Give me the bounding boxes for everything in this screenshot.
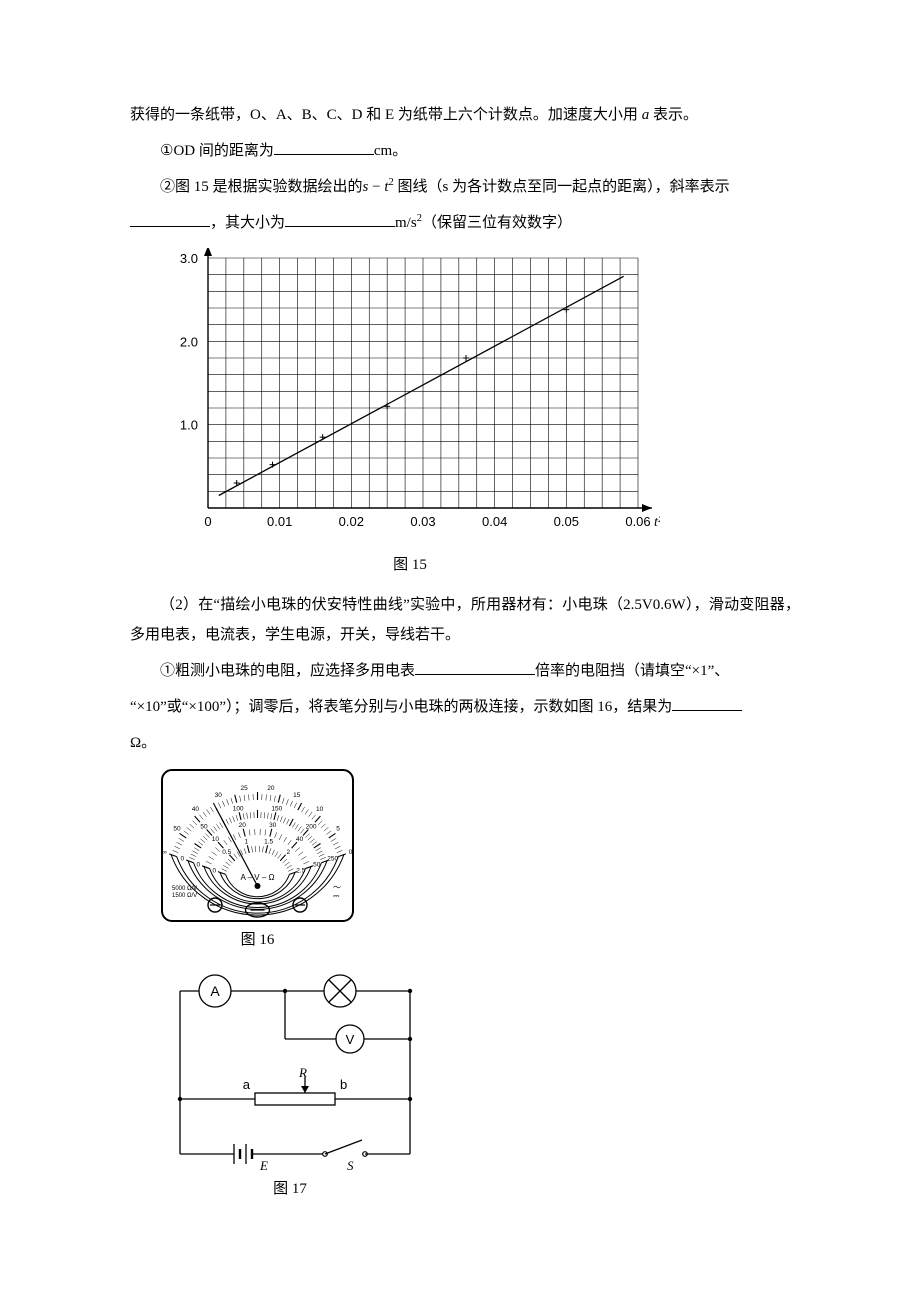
- text: 倍率的电阻挡（请填空“×1”、: [535, 663, 729, 679]
- text: 获得的一条纸带，O、A、B、C、D 和 E 为纸带上六个计数点。加速度大小用: [130, 107, 642, 123]
- svg-text:⎓: ⎓: [333, 891, 340, 900]
- svg-text:0.5: 0.5: [222, 849, 231, 856]
- unit-ms2: m/s: [395, 215, 417, 231]
- svg-text:0.05: 0.05: [554, 514, 579, 529]
- svg-text:150: 150: [271, 805, 282, 812]
- fig15-caption: 图 15: [160, 550, 660, 580]
- omega: Ω。: [130, 735, 156, 751]
- svg-text:2: 2: [286, 849, 290, 856]
- para-q2b: ，其大小为m/s2（保留三位有效数字）: [130, 208, 800, 238]
- text: 图线（s 为各计数点至同一起点的距离），斜率表示: [394, 179, 730, 195]
- svg-text:1: 1: [245, 838, 249, 845]
- para-intro: 获得的一条纸带，O、A、B、C、D 和 E 为纸带上六个计数点。加速度大小用 a…: [130, 100, 800, 130]
- svg-text:a: a: [243, 1077, 251, 1092]
- svg-text:0.04: 0.04: [482, 514, 507, 529]
- text: ，其大小为: [210, 215, 285, 231]
- svg-text:25: 25: [240, 785, 248, 792]
- svg-text:2.5: 2.5: [296, 867, 305, 874]
- text: “×10”或“×100”）；调零后，将表笔分别与小电珠的两极连接，示数如图 16…: [130, 699, 672, 715]
- svg-text:0: 0: [212, 867, 216, 874]
- svg-text:40: 40: [192, 806, 200, 813]
- svg-text:30: 30: [269, 822, 277, 829]
- svg-text:5: 5: [336, 825, 340, 832]
- svg-text:A – V – Ω: A – V – Ω: [241, 873, 275, 882]
- svg-text:0.06: 0.06: [625, 514, 650, 529]
- svg-text:50: 50: [173, 825, 181, 832]
- svg-text:0: 0: [196, 861, 200, 868]
- svg-text:0: 0: [204, 514, 211, 529]
- svg-text:30: 30: [215, 792, 223, 799]
- svg-text:0.03: 0.03: [410, 514, 435, 529]
- svg-text:3.0: 3.0: [180, 251, 198, 266]
- svg-text:100: 100: [233, 805, 244, 812]
- svg-text:20: 20: [239, 822, 247, 829]
- circuit-svg: A V Ra b E S: [160, 969, 430, 1174]
- text: ②图 15 是根据实验数据绘出的: [160, 179, 363, 195]
- svg-text:∞: ∞: [162, 849, 167, 856]
- svg-text:10: 10: [316, 806, 324, 813]
- para-q1: ①OD 间的距离为 cm。: [130, 136, 800, 166]
- svg-text:t²/s²: t²/s²: [654, 515, 660, 530]
- figure-15: 00.010.020.030.040.050.061.02.03.0s/cmt²…: [160, 248, 800, 580]
- svg-text:b: b: [340, 1077, 347, 1092]
- unit-cm: cm。: [374, 143, 407, 159]
- svg-text:15: 15: [293, 792, 301, 799]
- blank-od: [274, 138, 374, 156]
- dash: −: [368, 179, 384, 195]
- svg-text:10: 10: [212, 836, 220, 843]
- para-part2: （2）在“描绘小电珠的伏安特性曲线”实验中，所用器材有：小电珠（2.5V0.6W…: [130, 590, 800, 650]
- svg-text:1500 Ω/V: 1500 Ω/V: [172, 893, 197, 899]
- blank-slope-value: [285, 210, 395, 228]
- svg-text:0: 0: [181, 856, 185, 863]
- text: ①OD 间的距离为: [160, 143, 274, 159]
- svg-text:1.5: 1.5: [264, 838, 273, 845]
- svg-text:40: 40: [296, 836, 304, 843]
- svg-text:0.01: 0.01: [267, 514, 292, 529]
- svg-text:200: 200: [306, 824, 317, 831]
- text: ①粗测小电珠的电阻，应选择多用电表: [160, 663, 415, 679]
- svg-text:S: S: [347, 1158, 354, 1173]
- fig16-caption: 图 16: [160, 925, 355, 955]
- blank-multiplier: [415, 658, 535, 676]
- svg-text:20: 20: [267, 785, 275, 792]
- svg-text:0.02: 0.02: [339, 514, 364, 529]
- para-omega: Ω。: [130, 728, 800, 758]
- text: （保留三位有效数字）: [422, 215, 572, 231]
- para-q2: ②图 15 是根据实验数据绘出的s − t2 图线（s 为各计数点至同一起点的距…: [130, 172, 800, 202]
- blank-slope-meaning: [130, 210, 210, 228]
- text: （2）在“描绘小电珠的伏安特性曲线”实验中，所用器材有：小电珠（2.5V0.6W…: [130, 597, 800, 643]
- svg-text:A: A: [210, 983, 220, 999]
- blank-reading: [672, 694, 742, 712]
- figure-16: 0510152025304050∞05010015020025001020304…: [160, 768, 800, 955]
- svg-text:V: V: [346, 1032, 355, 1047]
- svg-text:5000 Ω/V: 5000 Ω/V: [172, 886, 197, 892]
- svg-text:250: 250: [327, 856, 338, 863]
- svg-text:2.0: 2.0: [180, 334, 198, 349]
- svg-text:1.0: 1.0: [180, 418, 198, 433]
- svg-text:50: 50: [200, 824, 208, 831]
- chart-svg: 00.010.020.030.040.050.061.02.03.0s/cmt²…: [160, 248, 660, 548]
- svg-text:0: 0: [349, 849, 353, 856]
- fig17-caption: 图 17: [160, 1174, 420, 1204]
- text: 表示。: [649, 107, 698, 123]
- svg-text:50: 50: [313, 861, 321, 868]
- svg-text:E: E: [259, 1158, 268, 1173]
- para-q2-1: ①粗测小电珠的电阻，应选择多用电表 倍率的电阻挡（请填空“×1”、: [130, 656, 800, 686]
- para-q2-1b: “×10”或“×100”）；调零后，将表笔分别与小电珠的两极连接，示数如图 16…: [130, 692, 800, 722]
- meter-svg: 0510152025304050∞05010015020025001020304…: [160, 768, 355, 923]
- figure-17: A V Ra b E S 图 17: [160, 969, 800, 1204]
- svg-text:R: R: [298, 1065, 307, 1080]
